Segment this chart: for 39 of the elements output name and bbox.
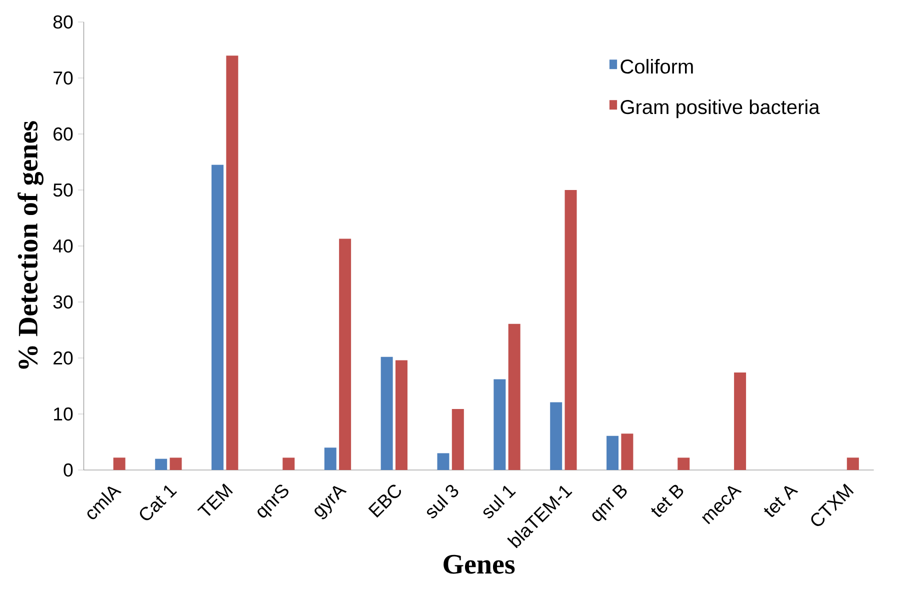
y-tick-label: 30 bbox=[53, 295, 73, 309]
bar bbox=[846, 458, 859, 470]
bar bbox=[550, 402, 562, 470]
bar bbox=[170, 458, 182, 470]
bar bbox=[564, 190, 577, 470]
bar bbox=[113, 458, 126, 470]
bar bbox=[452, 408, 464, 470]
y-tick-label: 70 bbox=[54, 71, 73, 85]
bar bbox=[380, 356, 393, 470]
x-tick-label: sul 3 bbox=[426, 484, 458, 518]
x-tick-label: tet B bbox=[651, 484, 684, 517]
x-axis-title: Genes bbox=[444, 554, 515, 574]
y-tick-label: 60 bbox=[54, 127, 73, 141]
y-tick-label: 0 bbox=[64, 463, 73, 477]
bar bbox=[395, 360, 408, 470]
bar bbox=[678, 458, 690, 470]
y-tick-label: 80 bbox=[53, 15, 73, 29]
bar bbox=[734, 372, 746, 470]
bar bbox=[282, 458, 295, 470]
y-tick-label: 20 bbox=[54, 351, 73, 365]
bar bbox=[339, 238, 352, 470]
bar bbox=[494, 379, 506, 470]
y-tick-label: 10 bbox=[54, 407, 73, 421]
bar bbox=[437, 453, 450, 470]
x-tick-label: qnr B bbox=[592, 484, 627, 522]
y-tick-label: 50 bbox=[53, 183, 73, 197]
bar bbox=[508, 324, 520, 470]
bar bbox=[606, 436, 619, 470]
x-tick-label: tet A bbox=[764, 486, 798, 517]
legend-label: Coliform bbox=[620, 58, 693, 74]
bar bbox=[155, 458, 168, 470]
bar bbox=[621, 434, 634, 470]
y-axis-title: % Detection of genes bbox=[18, 121, 44, 369]
y-tick-label: 40 bbox=[53, 239, 73, 253]
bar bbox=[226, 56, 238, 470]
legend-label: Gram positive bacteria bbox=[620, 99, 820, 118]
bar bbox=[324, 448, 336, 470]
x-tick-label: Cat 1 bbox=[140, 485, 177, 520]
bar bbox=[212, 164, 224, 470]
